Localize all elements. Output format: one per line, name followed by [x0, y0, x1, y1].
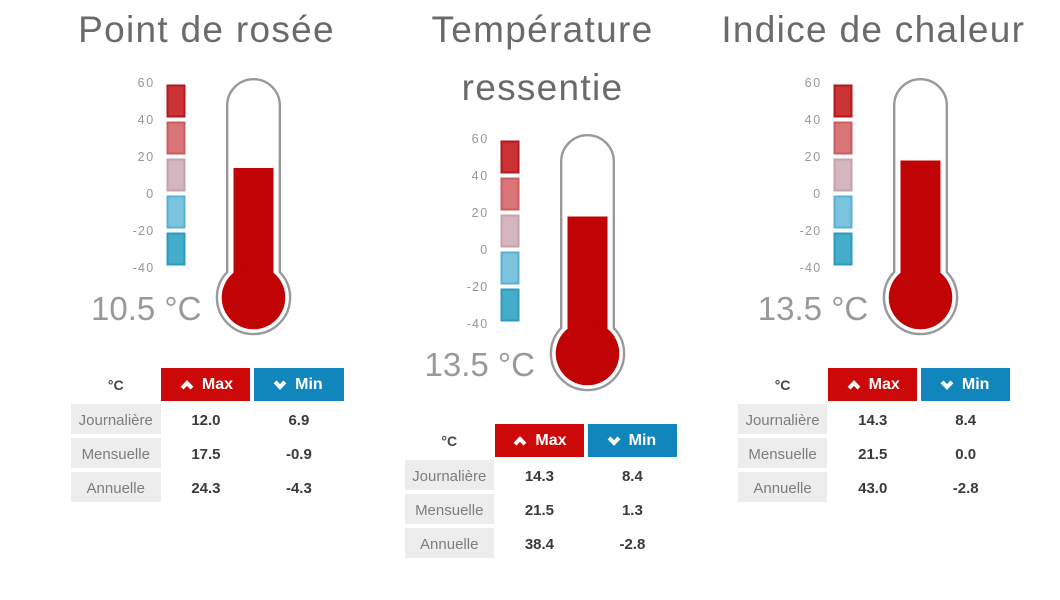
svg-text:20: 20 [471, 206, 487, 220]
svg-text:60: 60 [804, 76, 820, 90]
svg-text:60: 60 [471, 132, 487, 146]
svg-text:60: 60 [138, 76, 154, 90]
svg-text:-40: -40 [133, 261, 154, 275]
svg-text:-40: -40 [466, 317, 487, 331]
svg-text:0: 0 [480, 243, 487, 257]
svg-text:40: 40 [471, 169, 487, 183]
svg-text:40: 40 [804, 113, 820, 127]
svg-text:20: 20 [138, 150, 154, 164]
svg-text:-20: -20 [133, 224, 154, 238]
svg-text:20: 20 [804, 150, 820, 164]
svg-text:0: 0 [146, 187, 153, 201]
svg-text:-20: -20 [799, 224, 820, 238]
svg-text:-40: -40 [799, 261, 820, 275]
svg-text:40: 40 [138, 113, 154, 127]
svg-text:-20: -20 [466, 280, 487, 294]
svg-text:0: 0 [813, 187, 820, 201]
